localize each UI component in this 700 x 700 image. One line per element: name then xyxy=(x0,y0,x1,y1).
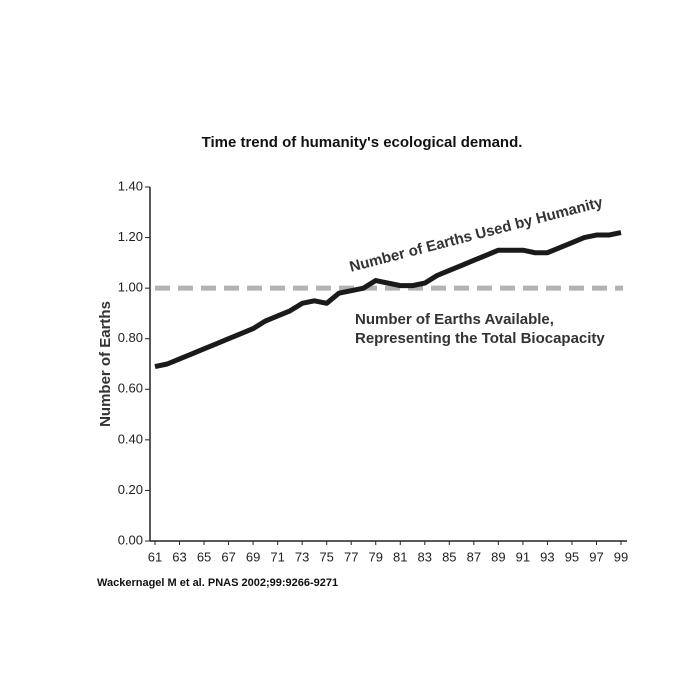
x-tick-label: 63 xyxy=(172,549,186,564)
x-tick-label: 81 xyxy=(393,549,407,564)
x-tick-label: 85 xyxy=(442,549,456,564)
y-tick-label: 0.80 xyxy=(118,330,143,345)
y-tick-label: 0.20 xyxy=(118,482,143,497)
reference-label: Number of Earths Available, xyxy=(355,311,554,328)
chart-title: Time trend of humanity's ecological dema… xyxy=(202,134,523,151)
series-label: Number of Earths Used by Humanity xyxy=(348,194,605,276)
y-tick-label: 0.40 xyxy=(118,431,143,446)
x-tick-label: 79 xyxy=(369,549,383,564)
y-tick-label: 1.00 xyxy=(118,280,143,295)
x-tick-label: 83 xyxy=(418,549,432,564)
data-line xyxy=(154,230,622,369)
reference-label: Representing the Total Biocapacity xyxy=(355,330,605,347)
x-tick-label: 97 xyxy=(589,549,603,564)
y-axis-title: Number of Earths xyxy=(97,301,114,427)
x-tick-label: 89 xyxy=(491,549,505,564)
x-tick-label: 67 xyxy=(221,549,235,564)
y-tick-label: 1.20 xyxy=(118,229,143,244)
y-tick-label: 1.40 xyxy=(118,178,143,193)
x-tick-label: 73 xyxy=(295,549,309,564)
y-tick-label: 0.60 xyxy=(118,381,143,396)
x-tick-label: 77 xyxy=(344,549,358,564)
x-tick-label: 69 xyxy=(246,549,260,564)
x-tick-label: 91 xyxy=(516,549,530,564)
x-tick-label: 61 xyxy=(148,549,162,564)
source-note: Wackernagel M et al. PNAS 2002;99:9266-9… xyxy=(97,577,338,589)
y-tick-label: 0.00 xyxy=(118,532,143,547)
x-tick-label: 65 xyxy=(197,549,211,564)
x-tick-label: 93 xyxy=(540,549,554,564)
x-tick-label: 71 xyxy=(270,549,284,564)
x-tick-label: 87 xyxy=(467,549,481,564)
x-tick-label: 99 xyxy=(614,549,628,564)
x-tick-label: 95 xyxy=(565,549,579,564)
x-tick-label: 75 xyxy=(319,549,333,564)
